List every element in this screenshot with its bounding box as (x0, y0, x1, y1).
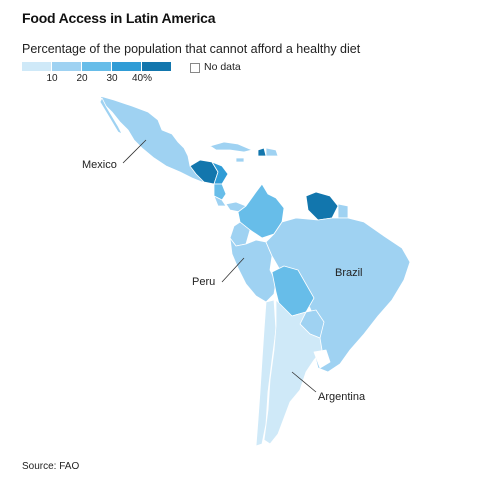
legend-tick: 10 (46, 73, 58, 84)
legend-tick: 30 (106, 73, 118, 84)
country-baja (99, 97, 123, 135)
map-title: Food Access in Latin America (22, 10, 216, 26)
no-data-swatch (190, 63, 200, 73)
label-peru: Peru (192, 276, 215, 288)
country-nicaragua (213, 183, 227, 201)
mexico-leader-line (122, 139, 147, 164)
legend-tick: 40% (131, 73, 153, 84)
legend-tick: 20 (76, 73, 88, 84)
country-dominican-republic (265, 147, 279, 157)
country-uruguay (313, 349, 331, 369)
label-argentina: Argentina (318, 391, 366, 403)
legend-bin-3 (82, 62, 111, 71)
legend-bin-5 (142, 62, 171, 71)
country-guyana (305, 191, 339, 221)
country-costa-rica (213, 195, 227, 207)
label-brazil: Brazil (335, 267, 363, 279)
argentina-leader-line (291, 371, 317, 393)
legend-bin-1 (22, 62, 51, 71)
no-data-label: No data (204, 61, 241, 73)
peru-leader-line (221, 257, 245, 283)
country-argentina (263, 299, 323, 445)
label-mexico: Mexico (82, 159, 117, 171)
country-suriname (337, 203, 349, 219)
country-jamaica (235, 157, 245, 163)
legend: 10 20 30 40% No data (22, 61, 322, 86)
legend-bin-2 (52, 62, 81, 71)
legend-bin-4 (112, 62, 141, 71)
country-bolivia (271, 265, 315, 317)
country-cuba (209, 141, 253, 153)
map-subtitle: Percentage of the population that cannot… (22, 42, 361, 56)
legend-bins (22, 62, 172, 71)
country-haiti (257, 147, 267, 157)
source-note: Source: FAO (22, 461, 80, 472)
